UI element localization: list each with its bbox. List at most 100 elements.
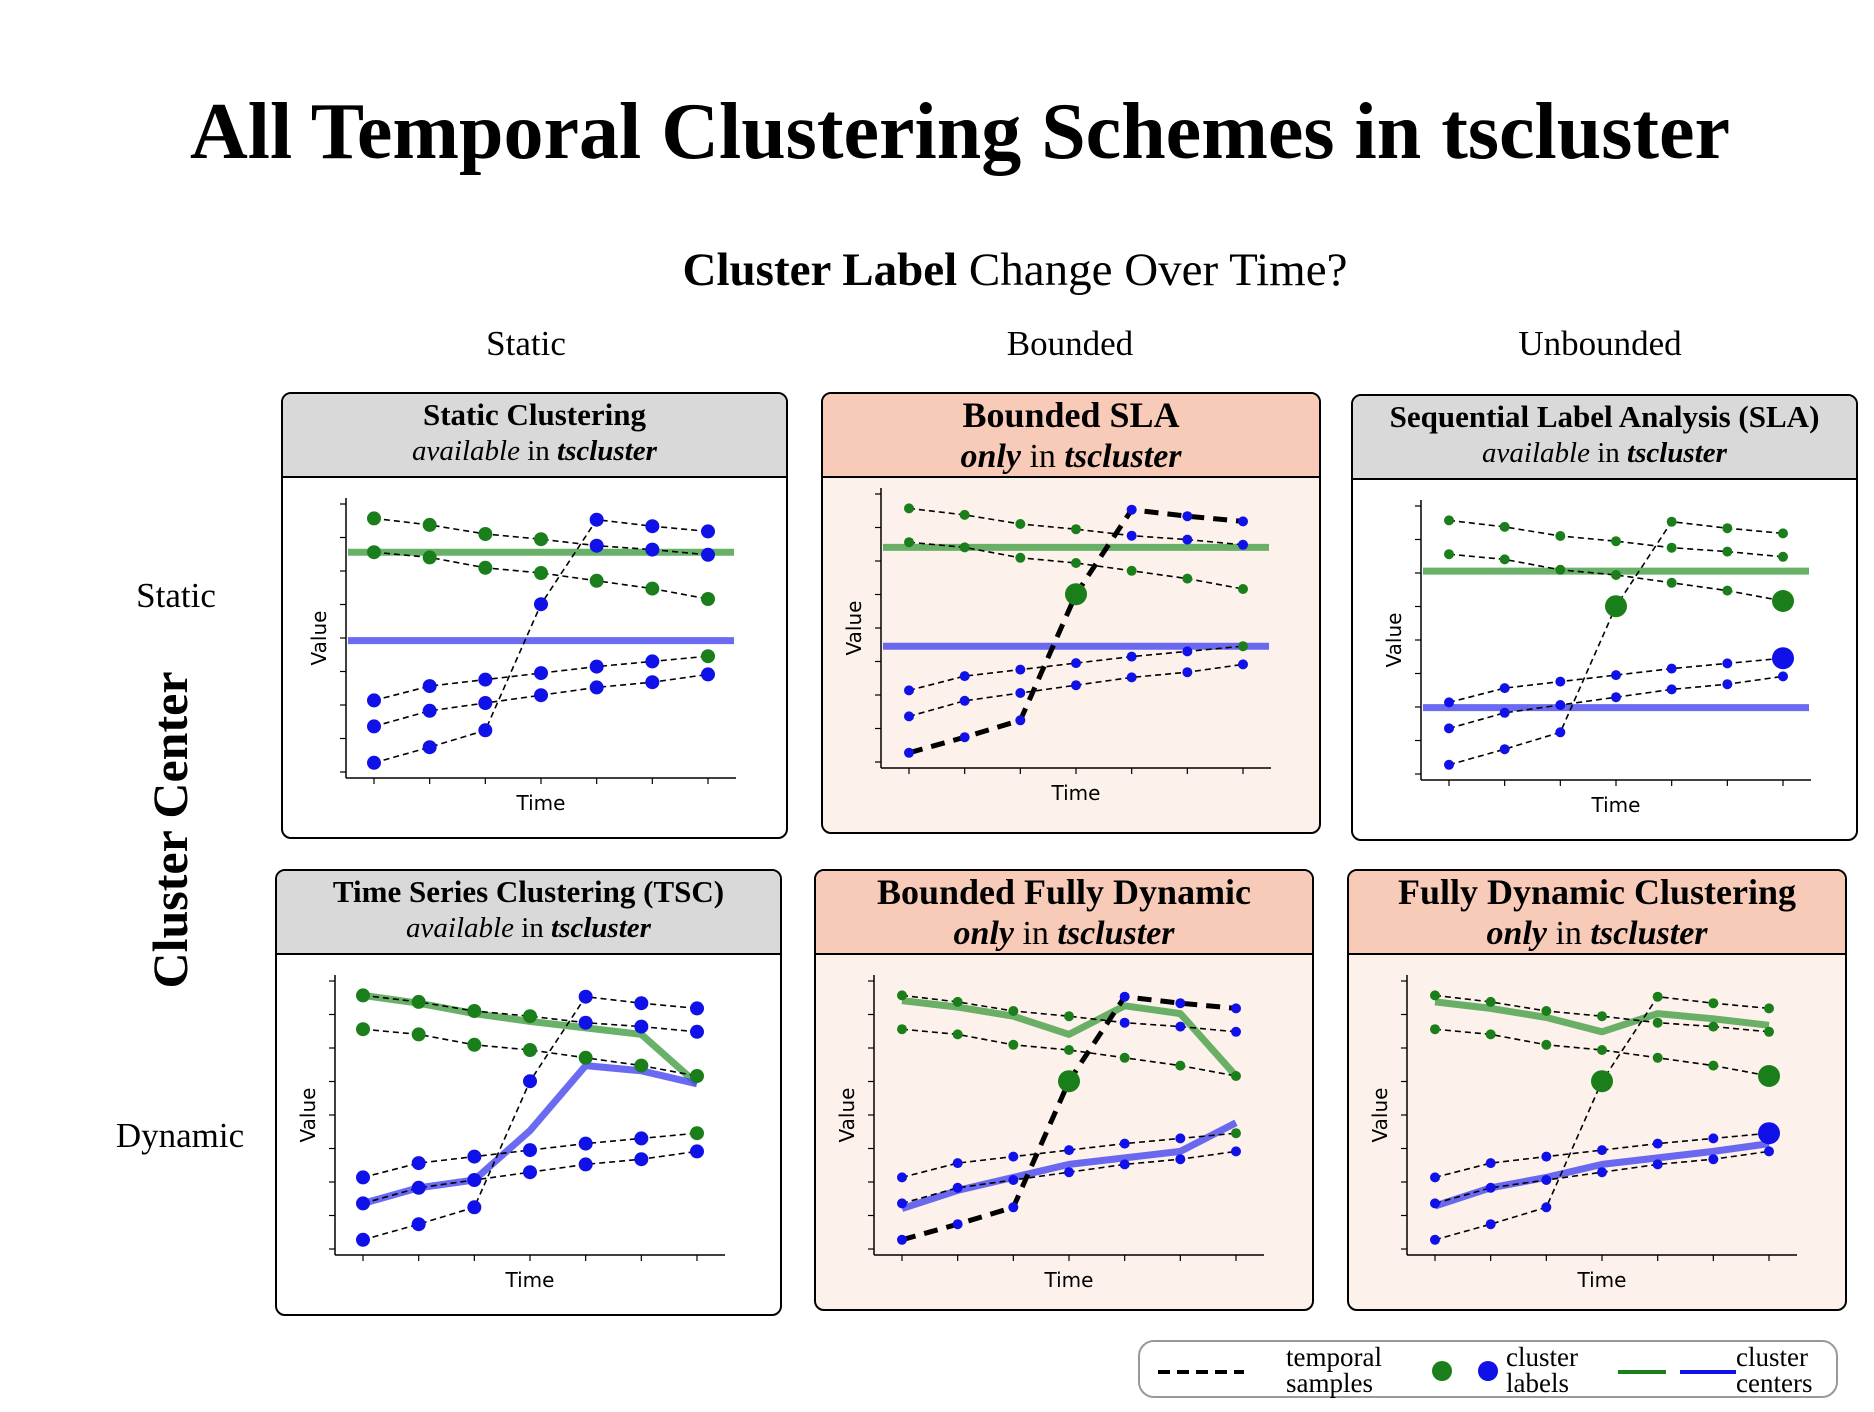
cluster-label-dot <box>1708 998 1719 1009</box>
cluster-label-dot <box>1758 1065 1780 1087</box>
cluster-label-dot <box>1015 715 1026 726</box>
temporal-sample-line <box>1434 1150 1770 1205</box>
cluster-label-dot <box>701 667 715 682</box>
cluster-label-dot <box>904 503 914 514</box>
cluster-label-dot <box>1126 651 1137 662</box>
panel-tsc: Time Series Clustering (TSC) available i… <box>275 869 782 1316</box>
cluster-label-dot <box>1499 554 1510 565</box>
cluster-label-dot <box>690 1126 704 1141</box>
cluster-label-dot <box>578 989 593 1004</box>
cluster-label-dot <box>356 988 370 1003</box>
cluster-label-dot <box>1182 667 1193 678</box>
blue-center-line <box>900 1119 1238 1212</box>
cluster-label-dot <box>645 581 660 596</box>
cluster-label-dot <box>1071 680 1081 691</box>
cluster-label-dot <box>1238 516 1248 527</box>
row-axis-title: Cluster Center <box>142 671 198 989</box>
cluster-label-dot <box>952 1219 963 1230</box>
cluster-label-dot <box>1541 1151 1552 1162</box>
cluster-label-dot <box>690 1069 704 1083</box>
cluster-label-dot <box>1071 558 1081 568</box>
cluster-label-dot <box>1126 530 1137 541</box>
cluster-label-dot <box>701 547 715 562</box>
cluster-label-dot <box>1430 1234 1440 1245</box>
cluster-label-dot <box>1015 552 1026 563</box>
cluster-label-dot <box>1238 584 1248 594</box>
cluster-label-dot <box>356 1232 370 1247</box>
cluster-label-dot <box>589 573 604 588</box>
cluster-label-dot <box>1555 676 1566 687</box>
cluster-label-dot <box>589 680 604 695</box>
cluster-label-dot <box>701 649 715 664</box>
row-label-static: Static <box>136 576 216 615</box>
cluster-label-dot <box>467 1173 482 1187</box>
cluster-label-dot <box>959 732 970 743</box>
cluster-label-dot <box>1499 521 1510 532</box>
legend-dashed-line-icon <box>1158 1370 1244 1374</box>
cluster-label-dot <box>897 1172 907 1183</box>
cluster-label-dot <box>367 545 381 560</box>
cluster-label-dot <box>1231 1128 1241 1139</box>
cluster-label-dot <box>897 1234 907 1245</box>
panel-bounded-sla: Bounded SLA only in tscluster Time Value <box>821 392 1321 834</box>
cluster-label-dot <box>952 996 963 1007</box>
cluster-label-dot <box>959 542 970 553</box>
legend-centers-line1: cluster <box>1736 1342 1808 1372</box>
cluster-label-dot <box>1758 1122 1780 1145</box>
cluster-label-dot <box>1175 1154 1186 1165</box>
cluster-label-dot <box>1499 683 1510 694</box>
cluster-label-dot <box>1182 511 1193 522</box>
plot-sla: Time Value <box>1382 500 1811 817</box>
cluster-label-dot <box>1772 647 1794 670</box>
row-label-dynamic: Dynamic <box>115 1116 245 1155</box>
cluster-label-dot <box>1764 1026 1774 1037</box>
cluster-label-dot <box>1430 990 1440 1001</box>
cluster-label-dot <box>897 1024 907 1035</box>
cluster-label-dot <box>952 1182 963 1193</box>
panel-header: Bounded SLA only in tscluster <box>823 394 1319 478</box>
cluster-label-dot <box>1652 991 1663 1002</box>
cluster-label-dot <box>904 537 914 548</box>
cluster-label-dot <box>1499 707 1510 718</box>
cluster-label-dot <box>356 1022 370 1037</box>
cluster-label-dot <box>1555 700 1566 710</box>
cluster-label-dot <box>1008 1039 1019 1050</box>
cluster-label-dot <box>1722 658 1733 669</box>
legend-samples-line1: temporal <box>1286 1342 1382 1372</box>
cluster-label-dot <box>578 1157 593 1172</box>
cluster-label-dot <box>1708 1021 1719 1032</box>
panel-title: Sequential Label Analysis (SLA) <box>1389 399 1820 434</box>
temporal-sample-line <box>908 663 1244 718</box>
cluster-label-dot <box>578 1015 593 1030</box>
cluster-label-dot <box>1541 1175 1552 1185</box>
cluster-label-dot <box>1065 583 1087 606</box>
cluster-label-dot <box>411 1156 426 1171</box>
cluster-label-dot <box>1175 1060 1186 1071</box>
plot-bounded-fully-dynamic: Time Value <box>835 975 1264 1292</box>
cluster-label-dot <box>1722 585 1733 596</box>
cluster-label-dot <box>634 1058 649 1073</box>
y-axis-label: Value <box>835 1088 859 1143</box>
plot-fully-dynamic: Time Value <box>1368 975 1797 1292</box>
cluster-label-dot <box>356 1170 370 1185</box>
cluster-label-dot <box>1591 1070 1613 1093</box>
cluster-label-dot <box>1071 524 1081 535</box>
panel-fully-dynamic: Fully Dynamic Clustering only in tsclust… <box>1347 869 1847 1311</box>
cluster-label-dot <box>904 711 914 722</box>
legend-centers-line2: centers <box>1736 1368 1813 1398</box>
cluster-label-dot <box>1652 1138 1663 1149</box>
cluster-label-dot <box>1764 1003 1774 1014</box>
x-axis-label: Time <box>505 1268 555 1292</box>
cluster-label-dot <box>690 1144 704 1159</box>
cluster-label-dot <box>645 675 660 690</box>
column-label-unbounded: Unbounded <box>1518 324 1682 363</box>
cluster-label-dot <box>1597 1011 1607 1022</box>
cluster-label-dot <box>1119 1017 1130 1028</box>
main-title: All Temporal Clustering Schemes in tsclu… <box>190 88 1730 176</box>
panel-header: Time Series Clustering (TSC) available i… <box>277 871 780 955</box>
legend-center-lines-icon <box>1618 1370 1736 1374</box>
x-axis-label: Time <box>1044 1268 1094 1292</box>
cluster-label-dot <box>523 1165 537 1180</box>
cluster-label-dot <box>367 693 381 708</box>
cluster-label-dot <box>1722 546 1733 557</box>
